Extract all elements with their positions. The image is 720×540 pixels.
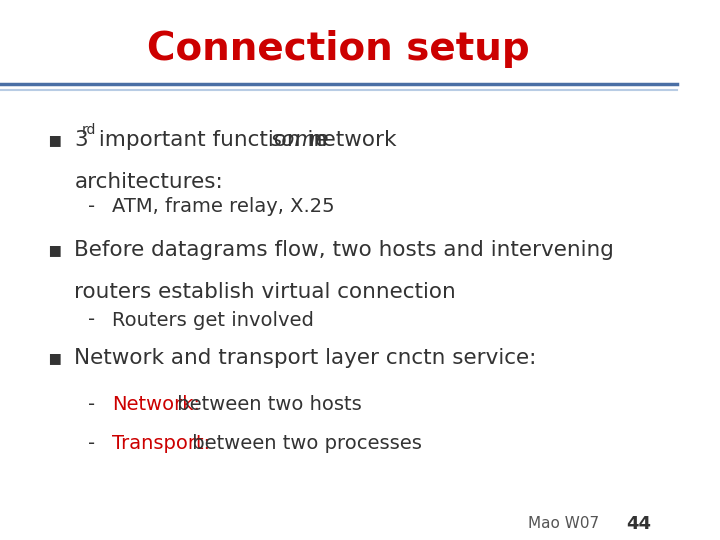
Text: -: - — [88, 197, 95, 216]
Text: Connection setup: Connection setup — [147, 30, 530, 68]
Text: ▪: ▪ — [48, 348, 62, 368]
Text: Mao W07: Mao W07 — [528, 516, 599, 531]
Text: ▪: ▪ — [48, 240, 62, 260]
Text: 3: 3 — [74, 130, 88, 150]
Text: ▪: ▪ — [48, 130, 62, 150]
Text: 44: 44 — [626, 515, 651, 533]
Text: ATM, frame relay, X.25: ATM, frame relay, X.25 — [112, 197, 334, 216]
Text: routers establish virtual connection: routers establish virtual connection — [74, 282, 456, 302]
Text: network: network — [302, 130, 396, 150]
Text: rd: rd — [82, 123, 96, 137]
Text: between two processes: between two processes — [186, 434, 422, 453]
Text: -: - — [88, 434, 95, 453]
Text: important function in: important function in — [91, 130, 333, 150]
Text: Network and transport layer cnctn service:: Network and transport layer cnctn servic… — [74, 348, 537, 368]
Text: some: some — [271, 130, 329, 150]
Text: Routers get involved: Routers get involved — [112, 310, 313, 329]
Text: -: - — [88, 310, 95, 329]
Text: Transport:: Transport: — [112, 434, 210, 453]
Text: architectures:: architectures: — [74, 172, 223, 192]
Text: Network:: Network: — [112, 395, 199, 414]
Text: Before datagrams flow, two hosts and intervening: Before datagrams flow, two hosts and int… — [74, 240, 614, 260]
Text: -: - — [88, 395, 95, 414]
Text: between two hosts: between two hosts — [171, 395, 362, 414]
